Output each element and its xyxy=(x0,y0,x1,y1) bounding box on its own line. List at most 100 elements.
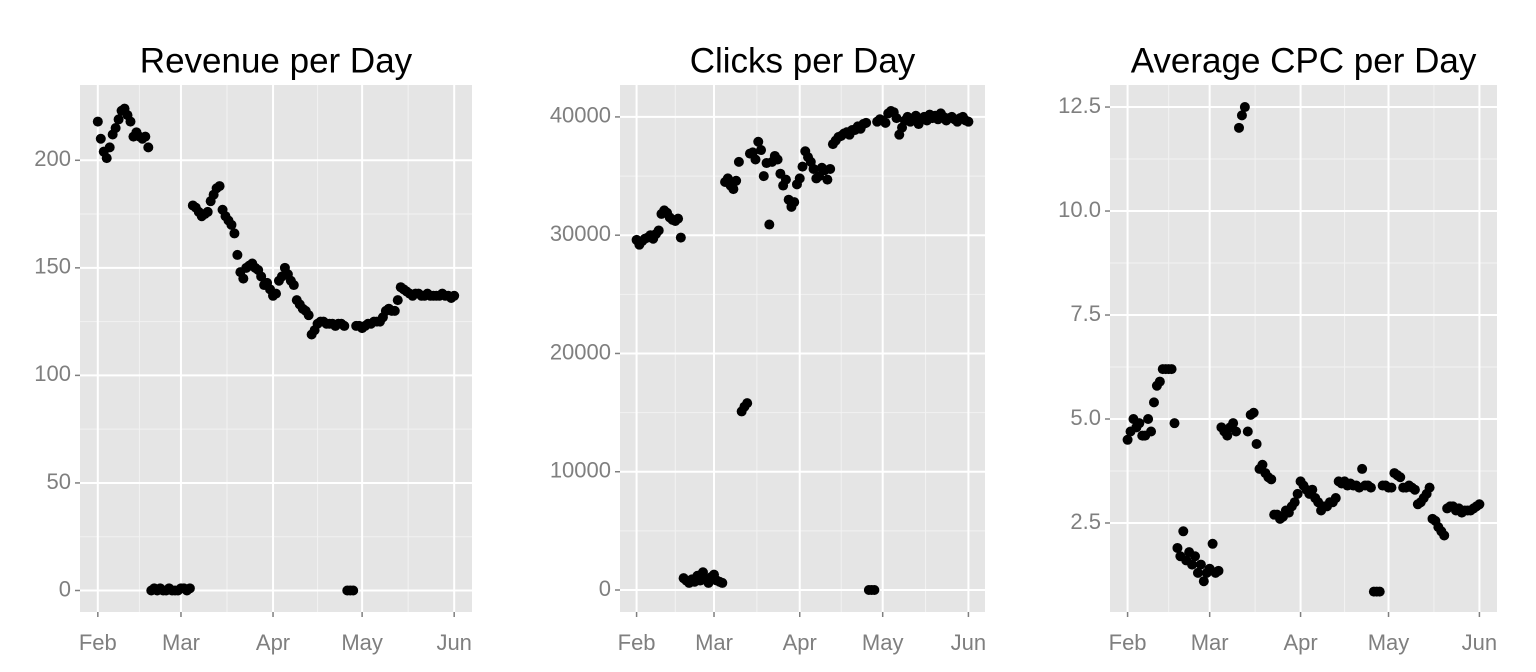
point xyxy=(232,249,243,260)
point xyxy=(869,585,880,596)
point xyxy=(1190,551,1201,562)
point xyxy=(1251,438,1262,449)
point xyxy=(963,116,974,127)
point xyxy=(733,156,744,167)
point xyxy=(140,131,151,142)
point xyxy=(717,577,728,588)
point xyxy=(288,280,299,291)
point xyxy=(226,219,237,230)
point xyxy=(1172,542,1183,553)
point xyxy=(110,123,121,134)
point xyxy=(756,145,767,156)
point xyxy=(794,173,805,184)
point xyxy=(101,153,112,164)
point xyxy=(1292,488,1303,499)
plot-background xyxy=(80,85,472,612)
point xyxy=(339,320,350,331)
y-tick-label: 100 xyxy=(34,361,71,386)
x-tick-label: Feb xyxy=(618,630,656,655)
point xyxy=(764,219,775,230)
x-tick-label: Mar xyxy=(1191,630,1229,655)
point xyxy=(653,225,664,236)
point xyxy=(1395,472,1406,483)
point xyxy=(1134,418,1145,429)
point xyxy=(891,113,902,124)
point xyxy=(1239,102,1250,113)
point xyxy=(1330,493,1341,504)
point xyxy=(673,213,684,224)
point xyxy=(1228,418,1239,429)
x-tick-label: Apr xyxy=(783,630,817,655)
point xyxy=(238,273,249,284)
y-tick-label: 12.5 xyxy=(1058,93,1101,118)
point xyxy=(1409,484,1420,495)
point xyxy=(449,290,460,301)
point xyxy=(742,398,753,409)
point xyxy=(797,161,808,172)
point xyxy=(780,174,791,185)
point xyxy=(1439,530,1450,541)
y-tick-label: 2.5 xyxy=(1070,509,1101,534)
point xyxy=(1122,434,1133,445)
point xyxy=(303,310,314,321)
point xyxy=(880,117,891,128)
point xyxy=(1374,586,1385,597)
y-tick-label: 0 xyxy=(599,576,611,601)
point xyxy=(271,288,281,299)
x-tick-label: Apr xyxy=(1283,630,1317,655)
point xyxy=(1231,426,1242,437)
point xyxy=(758,171,769,182)
point xyxy=(1242,426,1253,437)
point xyxy=(1386,482,1397,493)
point xyxy=(1213,565,1224,576)
point xyxy=(822,174,833,185)
y-tick-label: 7.5 xyxy=(1070,301,1101,326)
point xyxy=(1424,482,1435,493)
point xyxy=(143,142,154,153)
point xyxy=(861,117,872,128)
x-tick-label: Apr xyxy=(256,630,290,655)
point xyxy=(1148,397,1159,408)
y-tick-label: 10000 xyxy=(550,458,611,483)
y-tick-label: 20000 xyxy=(550,339,611,364)
point xyxy=(1198,576,1209,587)
point xyxy=(92,116,103,127)
point xyxy=(1146,426,1157,437)
point xyxy=(256,271,267,282)
x-tick-label: Mar xyxy=(162,630,200,655)
point xyxy=(789,197,800,208)
point xyxy=(348,585,359,596)
y-tick-label: 50 xyxy=(47,469,71,494)
x-tick-label: Jun xyxy=(951,630,986,655)
point xyxy=(1474,499,1485,510)
x-tick-label: Jun xyxy=(1462,630,1497,655)
point xyxy=(731,175,742,186)
point xyxy=(1195,559,1206,570)
chart-title: Clicks per Day xyxy=(690,41,916,80)
x-tick-label: May xyxy=(1368,630,1410,655)
point xyxy=(1234,122,1244,133)
point xyxy=(184,583,195,594)
y-tick-label: 30000 xyxy=(550,221,611,246)
point xyxy=(1187,559,1198,570)
point xyxy=(772,154,783,165)
point xyxy=(113,114,124,125)
point xyxy=(825,163,836,174)
point xyxy=(229,228,240,239)
point xyxy=(1169,418,1180,429)
point xyxy=(214,181,225,192)
x-tick-label: Feb xyxy=(79,630,117,655)
x-tick-label: May xyxy=(862,630,904,655)
point xyxy=(1192,567,1203,578)
point xyxy=(392,295,403,306)
point xyxy=(675,232,686,243)
x-tick-label: Jun xyxy=(436,630,471,655)
y-tick-label: 40000 xyxy=(550,103,611,128)
plot-background xyxy=(620,85,985,612)
point xyxy=(1307,484,1318,495)
point xyxy=(1257,459,1268,470)
point xyxy=(1289,497,1300,508)
chart-title: Average CPC per Day xyxy=(1131,41,1477,80)
y-tick-label: 5.0 xyxy=(1070,405,1101,430)
